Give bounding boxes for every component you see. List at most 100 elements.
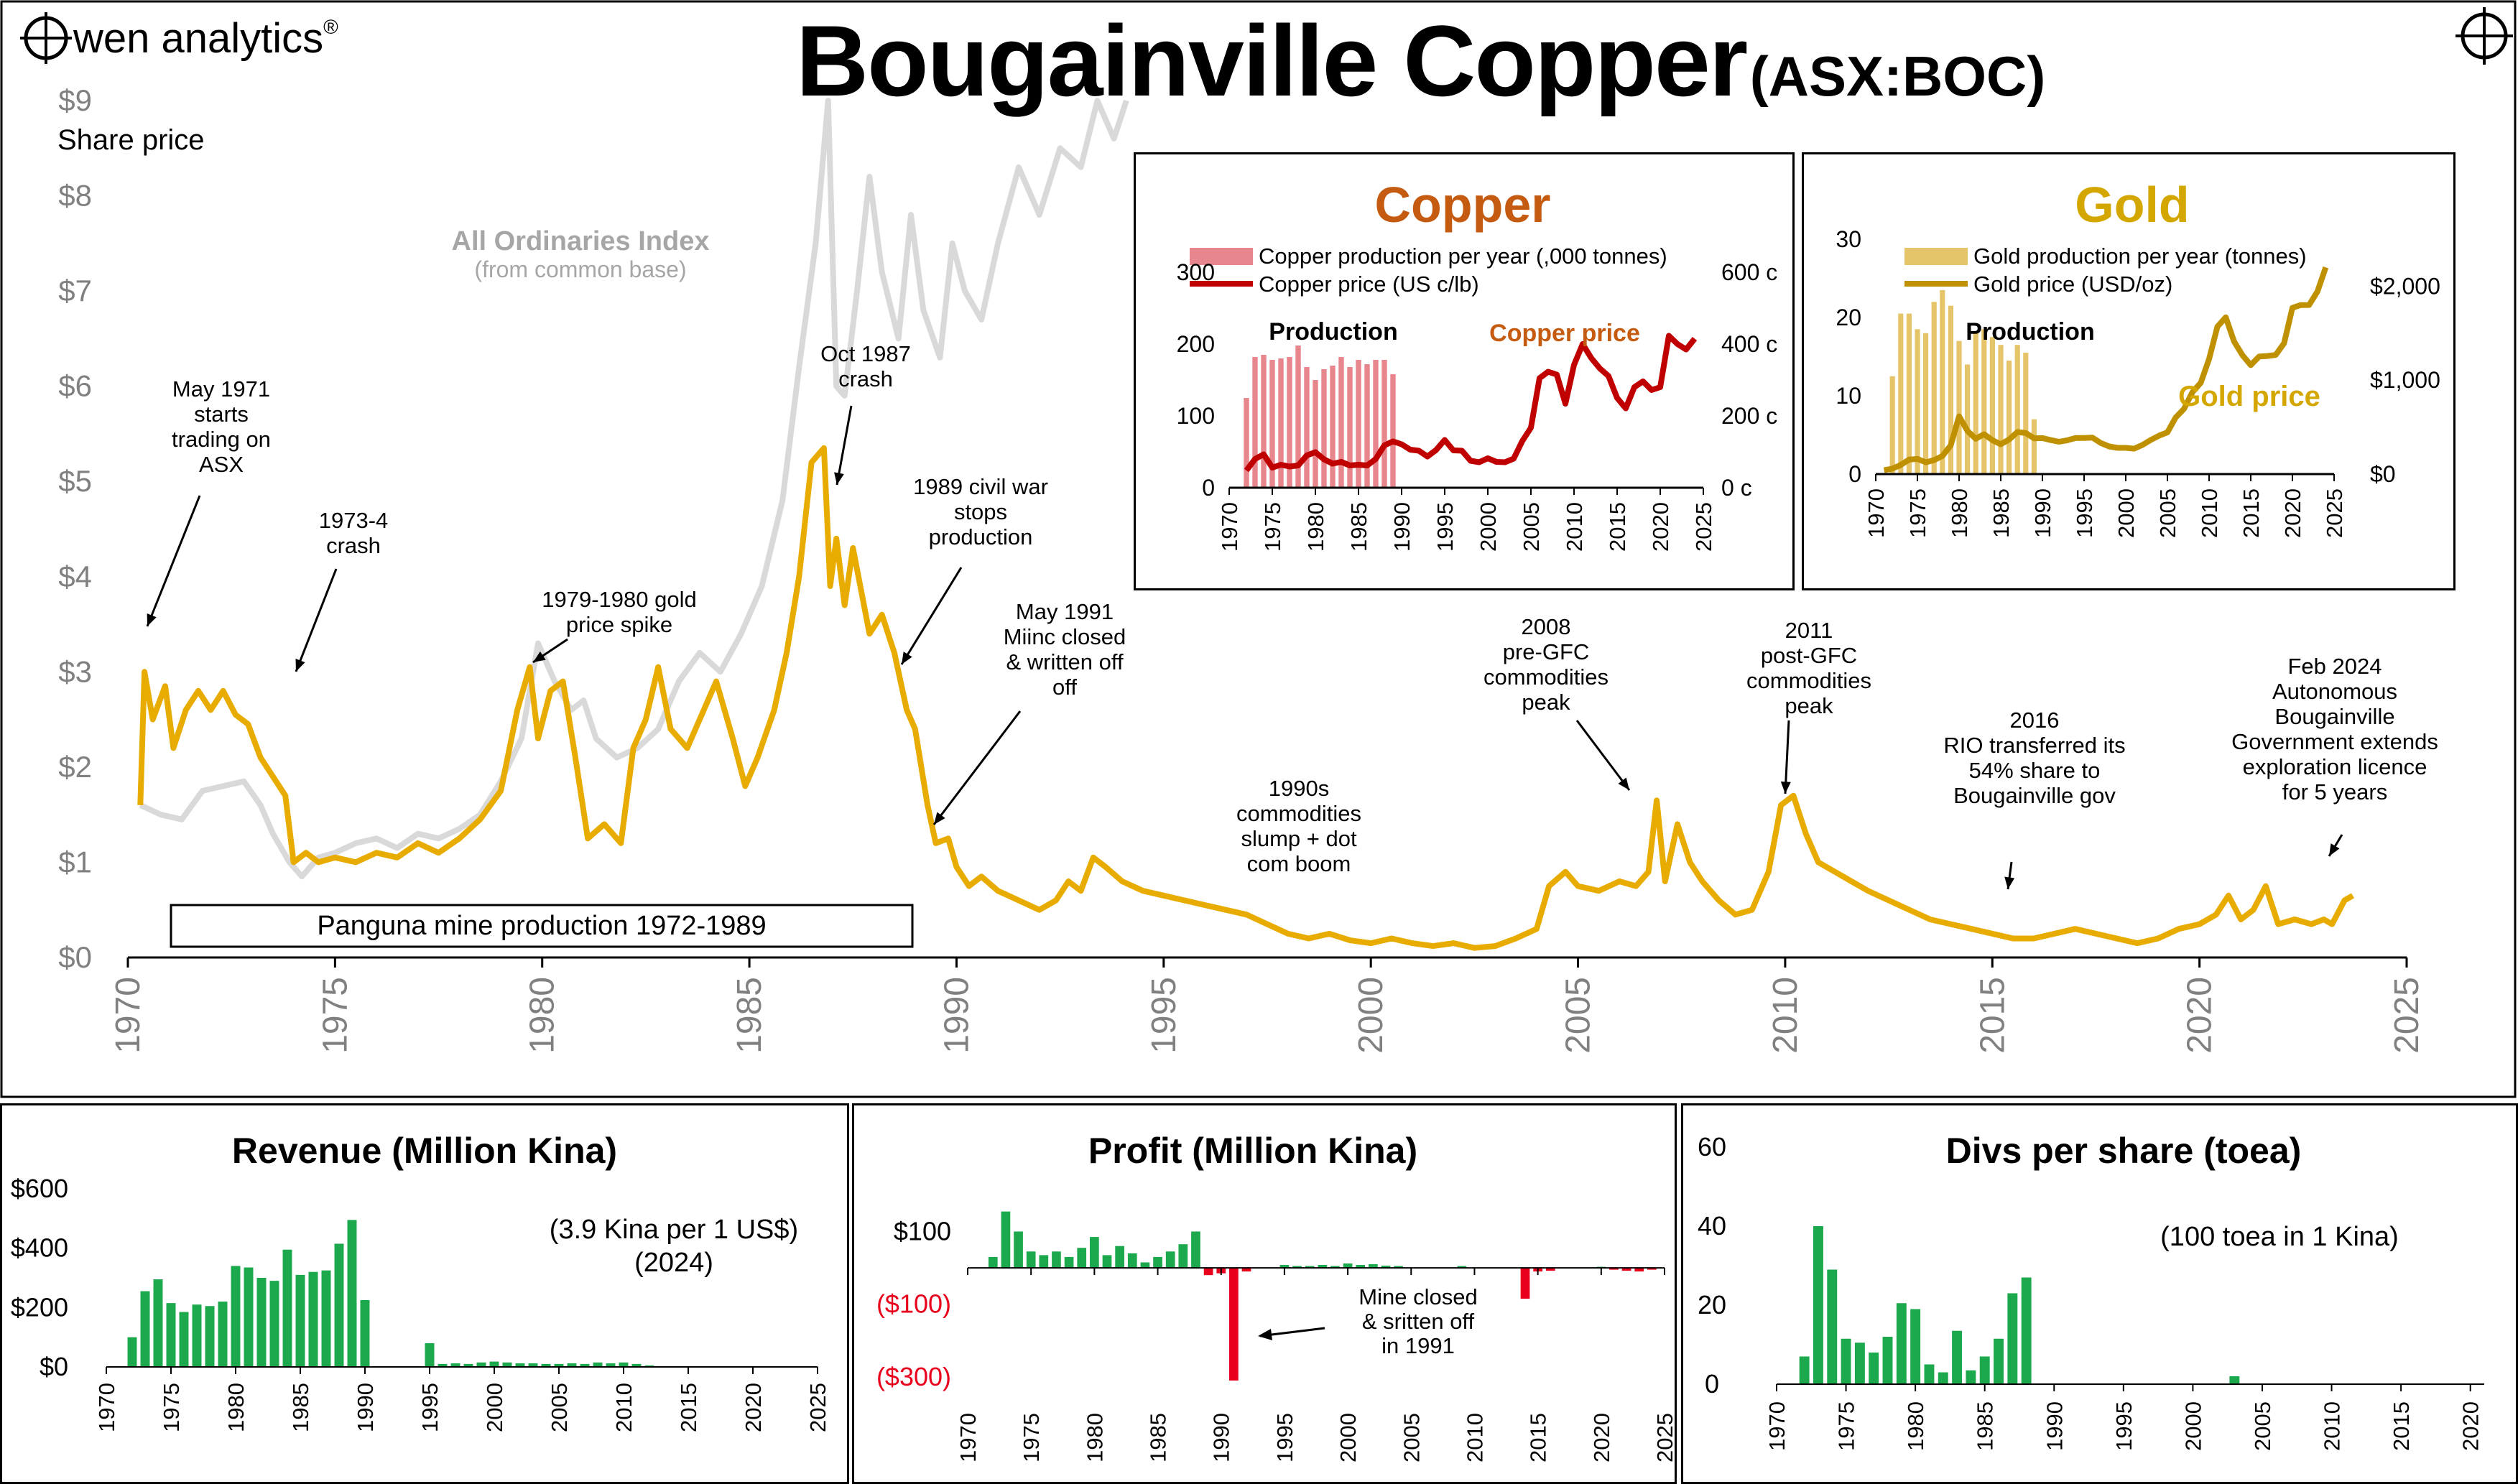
annotation-arrow bbox=[900, 567, 963, 665]
logo-reg: ® bbox=[323, 16, 338, 38]
data-bar bbox=[295, 1274, 305, 1367]
x-tick-label: 2025 bbox=[1652, 1413, 1675, 1462]
x-tick-label: 2015 bbox=[676, 1383, 701, 1432]
x-tick-label: 1995 bbox=[1145, 977, 1183, 1054]
y-tick-label-right: 600 c bbox=[1721, 259, 1777, 285]
y-tick-label: $600 bbox=[11, 1174, 68, 1203]
x-tick-label: 2000 bbox=[1476, 502, 1501, 552]
logo-text: wen analytics bbox=[73, 14, 324, 62]
x-tick-label: 1985 bbox=[731, 977, 769, 1054]
data-bar bbox=[425, 1342, 435, 1367]
annotation-text: exploration licence bbox=[2243, 754, 2427, 779]
y-tick-label: ($100) bbox=[876, 1289, 951, 1319]
inset-title: Gold bbox=[2075, 177, 2189, 233]
production-bar bbox=[1304, 367, 1310, 488]
x-tick-label: 1985 bbox=[1146, 1413, 1171, 1462]
copper-panel: Copper Copper production per year (,000 t… bbox=[1134, 152, 1795, 590]
production-bar bbox=[1252, 357, 1258, 488]
annotation-text: crash bbox=[326, 533, 381, 558]
price-line bbox=[1244, 333, 1698, 473]
production-bar bbox=[1347, 367, 1353, 488]
data-bar bbox=[1647, 1268, 1657, 1270]
y-tick-label-right: $2,000 bbox=[2370, 273, 2440, 299]
annotation-text: Autonomous bbox=[2272, 679, 2397, 704]
x-tick-label: 1980 bbox=[1947, 488, 1972, 538]
arrow-head-icon bbox=[147, 613, 157, 626]
data-bar bbox=[1520, 1268, 1530, 1299]
annotation-text: commodities bbox=[1484, 664, 1609, 690]
arrow-head-icon bbox=[1618, 777, 1629, 790]
data-bar bbox=[1952, 1330, 1963, 1384]
data-bar bbox=[1381, 1266, 1391, 1269]
x-tick-label: 2020 bbox=[2181, 977, 2219, 1054]
y-tick-label: 0 bbox=[1202, 475, 1215, 501]
data-bar bbox=[1014, 1231, 1023, 1269]
annotation-text: May 1991 bbox=[1016, 599, 1114, 624]
panel-title: Revenue (Million Kina) bbox=[232, 1131, 617, 1171]
annotation-arrow bbox=[146, 495, 201, 627]
y-tick-label: 100 bbox=[1177, 403, 1215, 429]
x-tick-label: 1975 bbox=[1905, 488, 1930, 538]
data-bar bbox=[1102, 1255, 1112, 1269]
data-bar bbox=[1077, 1248, 1087, 1269]
x-tick-label: 2015 bbox=[2389, 1401, 2414, 1451]
data-bar bbox=[140, 1291, 150, 1367]
annotation-text: stops bbox=[954, 499, 1007, 524]
y-tick-label-right: 0 c bbox=[1721, 475, 1752, 501]
x-tick-label: 2025 bbox=[805, 1383, 830, 1432]
x-tick-label: 1970 bbox=[1864, 488, 1889, 538]
annotation-text: Bougainville gov bbox=[1953, 783, 2116, 808]
x-tick-label: 2000 bbox=[482, 1383, 507, 1432]
data-bar bbox=[308, 1271, 318, 1367]
data-bar bbox=[321, 1270, 331, 1367]
data-bar bbox=[1343, 1263, 1353, 1269]
data-bar bbox=[2021, 1277, 2032, 1384]
data-bar bbox=[631, 1363, 642, 1367]
data-bar bbox=[192, 1304, 202, 1367]
data-bar bbox=[1799, 1356, 1810, 1384]
y-tick-label: $200 bbox=[11, 1292, 68, 1322]
x-tick-label: 2000 bbox=[1352, 977, 1390, 1054]
data-bar bbox=[1165, 1251, 1175, 1269]
data-bar bbox=[269, 1281, 279, 1367]
production-bar bbox=[1244, 398, 1249, 488]
annotation-text: Bougainville bbox=[2274, 704, 2394, 729]
annotation-arrow bbox=[1784, 720, 1790, 794]
production-bar bbox=[2023, 353, 2029, 474]
data-bar bbox=[1356, 1265, 1366, 1269]
x-tick-label: 1975 bbox=[1260, 502, 1285, 552]
y-tick-label: $4 bbox=[58, 560, 92, 593]
x-tick-label: 2005 bbox=[547, 1383, 572, 1432]
annotation-text: off bbox=[1052, 674, 1077, 700]
data-bar bbox=[1621, 1268, 1631, 1271]
x-tick-label: 1985 bbox=[1973, 1401, 1998, 1451]
data-bar bbox=[1609, 1268, 1619, 1270]
annotation-text: Oct 1987 bbox=[820, 341, 911, 366]
x-tick-label: 1990 bbox=[1209, 1413, 1234, 1462]
y-tick-label: $9 bbox=[58, 83, 92, 117]
data-bar bbox=[1966, 1370, 1976, 1384]
y-axis-label: Share price bbox=[57, 124, 205, 156]
data-bar bbox=[528, 1363, 538, 1367]
y-tick-label: $5 bbox=[58, 464, 92, 498]
data-bar bbox=[2229, 1376, 2240, 1384]
production-bar bbox=[1261, 355, 1267, 488]
data-bar bbox=[244, 1267, 254, 1367]
boc-price-line bbox=[137, 445, 2355, 951]
y-tick-label: $6 bbox=[58, 369, 92, 403]
data-bar bbox=[1178, 1244, 1188, 1269]
y-tick-label: ($300) bbox=[876, 1362, 951, 1391]
data-bar bbox=[1115, 1246, 1124, 1269]
annotation-text: trading on bbox=[172, 427, 271, 452]
legend-swatch-bars bbox=[1904, 248, 1968, 265]
y-tick-label: $1 bbox=[58, 845, 92, 878]
y-tick-label: $400 bbox=[11, 1233, 68, 1263]
panguna-box bbox=[170, 904, 914, 948]
legend-label: Gold price (USD/oz) bbox=[1973, 272, 2172, 297]
gold-panel: Gold Gold production per year (tonnes) Gol… bbox=[1802, 152, 2455, 590]
data-bar bbox=[1994, 1338, 2004, 1384]
revenue-chart: Revenue (Million Kina) $0 $200 $400 $600 1970… bbox=[11, 1131, 830, 1432]
y-tick-label: $0 bbox=[40, 1352, 68, 1381]
y-tick-label: $100 bbox=[894, 1216, 951, 1246]
annotation-text: peak bbox=[1522, 690, 1570, 715]
